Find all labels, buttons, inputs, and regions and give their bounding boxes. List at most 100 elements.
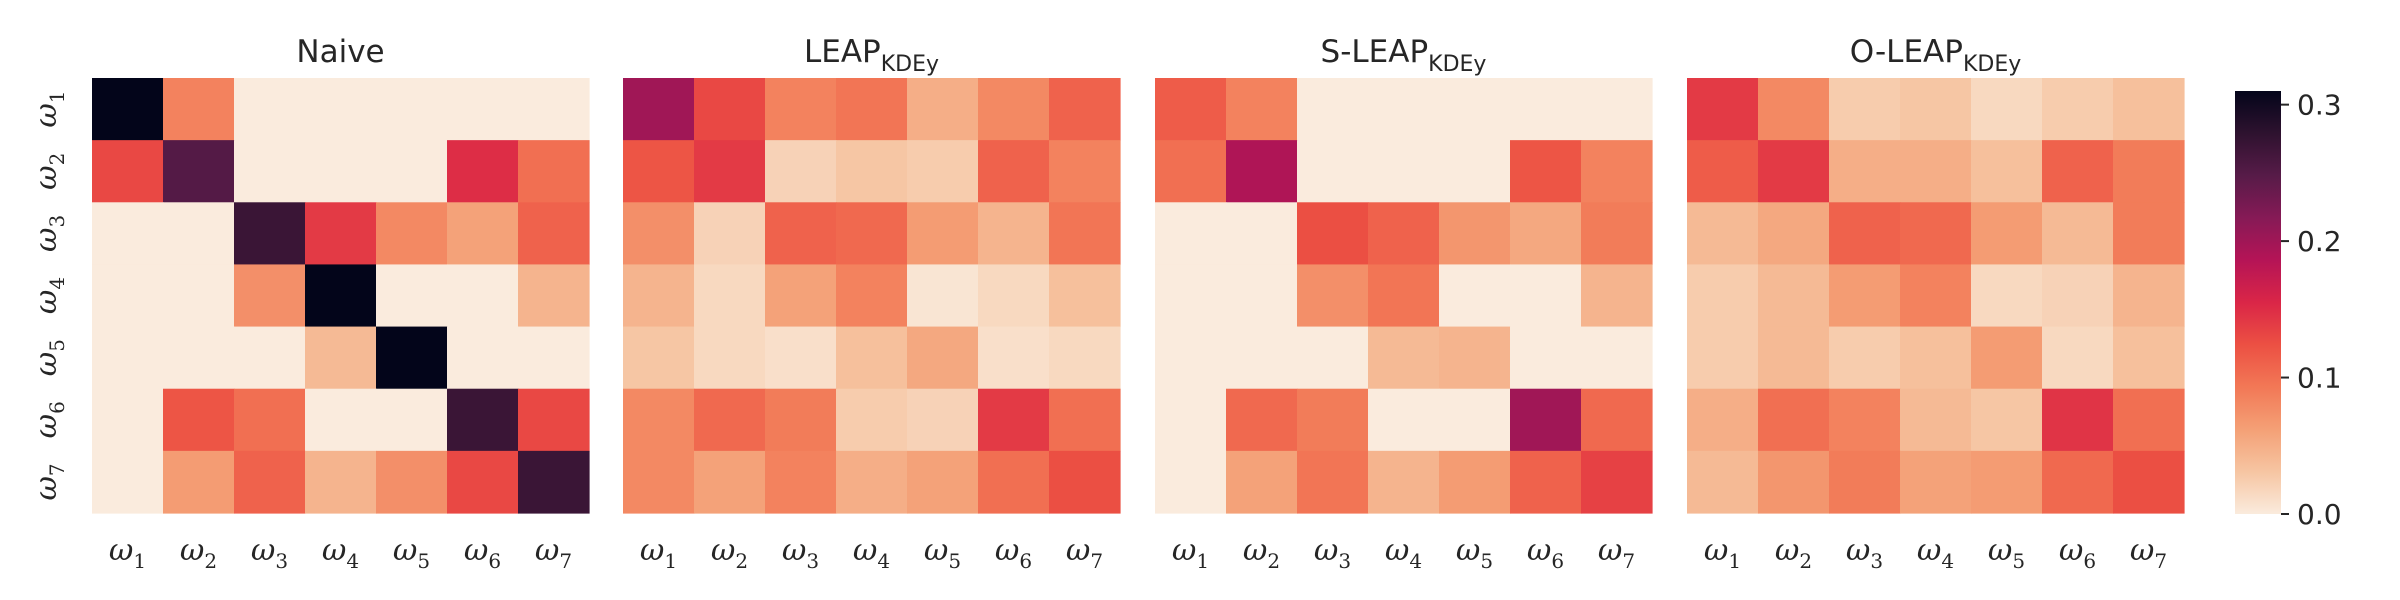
panel-title: S-LEAPKDEy bbox=[1321, 34, 1487, 77]
heatmap-cell-1-3-7 bbox=[518, 202, 590, 266]
heatmap-cell-1-4-2 bbox=[163, 264, 235, 328]
heatmap-cell-1-6-4 bbox=[305, 388, 377, 452]
heatmap-cell-2-7-3 bbox=[765, 450, 837, 514]
heatmap-cell-4-4-3 bbox=[1829, 264, 1901, 328]
x-tick-label: ω2 bbox=[711, 533, 748, 573]
heatmap-cell-2-2-3 bbox=[765, 140, 837, 203]
heatmap-cell-4-5-7 bbox=[2113, 326, 2185, 390]
heatmap-cell-3-7-3 bbox=[1297, 450, 1369, 514]
heatmap-cell-2-1-7 bbox=[1049, 78, 1121, 141]
x-tick-label: ω6 bbox=[2059, 533, 2096, 573]
heatmap-cell-3-2-7 bbox=[1581, 140, 1653, 203]
heatmap-cell-3-3-6 bbox=[1510, 202, 1582, 266]
heatmap-cell-4-5-4 bbox=[1900, 326, 1972, 390]
heatmap-cell-2-6-3 bbox=[765, 388, 837, 452]
x-tick-label: ω7 bbox=[535, 533, 572, 573]
heatmap-cell-1-6-5 bbox=[376, 388, 448, 452]
heatmap-cell-4-3-3 bbox=[1829, 202, 1901, 266]
heatmap-cell-2-5-4 bbox=[836, 326, 908, 390]
heatmap-cell-2-6-6 bbox=[978, 388, 1050, 452]
heatmap-cell-4-1-4 bbox=[1900, 78, 1972, 141]
heatmap-cell-2-2-6 bbox=[978, 140, 1050, 203]
heatmap-cell-2-6-7 bbox=[1049, 388, 1121, 452]
heatmap-cell-1-6-7 bbox=[518, 388, 590, 452]
heatmap-cell-3-3-5 bbox=[1439, 202, 1511, 266]
heatmap-cell-1-1-5 bbox=[376, 78, 448, 141]
heatmap-cell-2-6-1 bbox=[623, 388, 695, 452]
heatmap-cell-1-7-7 bbox=[518, 450, 590, 514]
x-tick-label: ω3 bbox=[1314, 533, 1351, 573]
heatmap-cell-4-2-4 bbox=[1900, 140, 1972, 203]
heatmap-panel-4: O-LEAPKDEy ω1 ω2 ω3 ω4 ω5 ω6 ω7 bbox=[1687, 34, 2185, 573]
x-tick-label: ω6 bbox=[1527, 533, 1564, 573]
heatmap-cell-2-4-5 bbox=[907, 264, 979, 328]
heatmap-cell-2-7-4 bbox=[836, 450, 908, 514]
y-tick-label: ω1 bbox=[29, 90, 69, 127]
heatmap-cell-1-2-3 bbox=[234, 140, 306, 203]
heatmap-cell-3-5-2 bbox=[1226, 326, 1298, 390]
heatmap-cell-3-6-7 bbox=[1581, 388, 1653, 452]
heatmap-cell-1-6-2 bbox=[163, 388, 235, 452]
x-tick-label: ω7 bbox=[1066, 533, 1103, 573]
x-tick-label: ω2 bbox=[1243, 533, 1280, 573]
panel-title: O-LEAPKDEy bbox=[1850, 34, 2022, 77]
heatmap-cell-4-4-4 bbox=[1900, 264, 1972, 328]
heatmap-cell-1-4-7 bbox=[518, 264, 590, 328]
heatmap-cell-3-6-6 bbox=[1510, 388, 1582, 452]
heatmap-cell-1-2-1 bbox=[92, 140, 164, 203]
heatmap-cell-1-5-6 bbox=[447, 326, 519, 390]
heatmap-cell-2-3-7 bbox=[1049, 202, 1121, 266]
heatmap-cell-2-1-3 bbox=[765, 78, 837, 141]
heatmap-cell-4-7-5 bbox=[1971, 450, 2043, 514]
heatmap-cell-1-3-6 bbox=[447, 202, 519, 266]
heatmap-cell-1-1-3 bbox=[234, 78, 306, 141]
heatmap-cell-3-4-3 bbox=[1297, 264, 1369, 328]
heatmap-cell-2-4-1 bbox=[623, 264, 695, 328]
heatmap-cell-4-3-7 bbox=[2113, 202, 2185, 266]
y-tick-label: ω6 bbox=[29, 401, 69, 438]
heatmap-cell-3-1-2 bbox=[1226, 78, 1298, 141]
heatmap-cell-1-1-4 bbox=[305, 78, 377, 141]
x-tick-label: ω5 bbox=[1988, 533, 2025, 573]
colorbar: 0.0 0.1 0.2 0.3 bbox=[2235, 89, 2342, 531]
x-tick-label: ω4 bbox=[1385, 533, 1422, 573]
heatmap-cell-3-6-3 bbox=[1297, 388, 1369, 452]
heatmap-panel-3: S-LEAPKDEy ω1 ω2 ω3 ω4 ω5 ω6 ω7 bbox=[1155, 34, 1653, 573]
heatmap-cell-4-3-4 bbox=[1900, 202, 1972, 266]
heatmap-cell-3-5-6 bbox=[1510, 326, 1582, 390]
heatmap-cell-3-1-3 bbox=[1297, 78, 1369, 141]
x-tick-label: ω2 bbox=[180, 533, 217, 573]
heatmap-cell-2-6-5 bbox=[907, 388, 979, 452]
heatmap-cell-4-5-6 bbox=[2042, 326, 2114, 390]
heatmap-cell-3-4-1 bbox=[1155, 264, 1227, 328]
heatmap-cell-4-4-6 bbox=[2042, 264, 2114, 328]
heatmap-cell-3-1-5 bbox=[1439, 78, 1511, 141]
heatmap-cell-3-4-4 bbox=[1368, 264, 1440, 328]
heatmap-cell-1-5-4 bbox=[305, 326, 377, 390]
heatmap-cell-2-3-2 bbox=[694, 202, 766, 266]
heatmap-cell-1-3-4 bbox=[305, 202, 377, 266]
heatmap-cell-1-7-2 bbox=[163, 450, 235, 514]
heatmap-cell-2-3-5 bbox=[907, 202, 979, 266]
heatmap-cell-2-1-2 bbox=[694, 78, 766, 141]
heatmap-cell-4-1-2 bbox=[1758, 78, 1830, 141]
heatmap-cell-3-1-7 bbox=[1581, 78, 1653, 141]
heatmap-cell-1-1-2 bbox=[163, 78, 235, 141]
heatmap-cell-4-6-4 bbox=[1900, 388, 1972, 452]
heatmap-cell-3-7-5 bbox=[1439, 450, 1511, 514]
heatmap-cell-4-5-5 bbox=[1971, 326, 2043, 390]
x-tick-label: ω3 bbox=[1846, 533, 1883, 573]
x-tick-label: ω7 bbox=[1598, 533, 1635, 573]
heatmap-cell-2-1-5 bbox=[907, 78, 979, 141]
heatmap-cell-3-1-4 bbox=[1368, 78, 1440, 141]
heatmap-cell-2-6-4 bbox=[836, 388, 908, 452]
x-tick-label: ω1 bbox=[109, 533, 146, 573]
x-tick-label: ω5 bbox=[924, 533, 961, 573]
heatmap-cell-2-3-4 bbox=[836, 202, 908, 266]
heatmap-cell-4-2-7 bbox=[2113, 140, 2185, 203]
x-tick-label: ω4 bbox=[853, 533, 890, 573]
x-tick-label: ω4 bbox=[322, 533, 359, 573]
heatmap-cell-1-3-3 bbox=[234, 202, 306, 266]
heatmap-cell-2-4-3 bbox=[765, 264, 837, 328]
x-tick-label: ω1 bbox=[640, 533, 677, 573]
